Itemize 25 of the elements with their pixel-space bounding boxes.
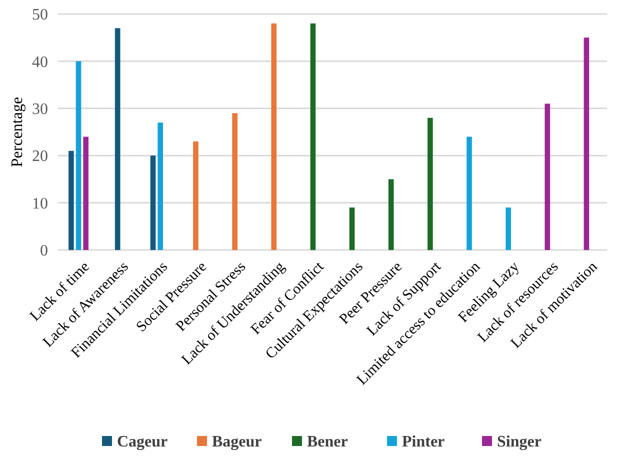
y-tick-label: 50 bbox=[32, 6, 48, 24]
bar bbox=[310, 23, 316, 250]
bar bbox=[428, 118, 433, 250]
bar bbox=[193, 141, 198, 250]
bar bbox=[544, 104, 550, 250]
bar bbox=[506, 208, 511, 250]
bar bbox=[388, 179, 394, 250]
y-tick-label: 40 bbox=[32, 54, 48, 71]
bar bbox=[232, 113, 238, 250]
legend-label: Bener bbox=[307, 434, 348, 451]
legend-label: Pinter bbox=[402, 434, 445, 451]
bar bbox=[466, 136, 472, 250]
y-axis-title: Percentage bbox=[9, 96, 26, 168]
bar bbox=[584, 38, 590, 250]
legend-label: Singer bbox=[497, 434, 542, 451]
y-tick-label: 10 bbox=[32, 195, 48, 212]
bar bbox=[349, 208, 355, 250]
y-tick-label: 0 bbox=[40, 242, 48, 260]
legend-label: Cageur bbox=[117, 434, 168, 451]
bar bbox=[271, 23, 277, 250]
y-tick-label: 20 bbox=[32, 148, 48, 166]
bar bbox=[150, 156, 156, 250]
bar bbox=[158, 122, 163, 250]
y-tick-label: 30 bbox=[32, 101, 48, 118]
legend-label: Bageur bbox=[212, 434, 262, 451]
